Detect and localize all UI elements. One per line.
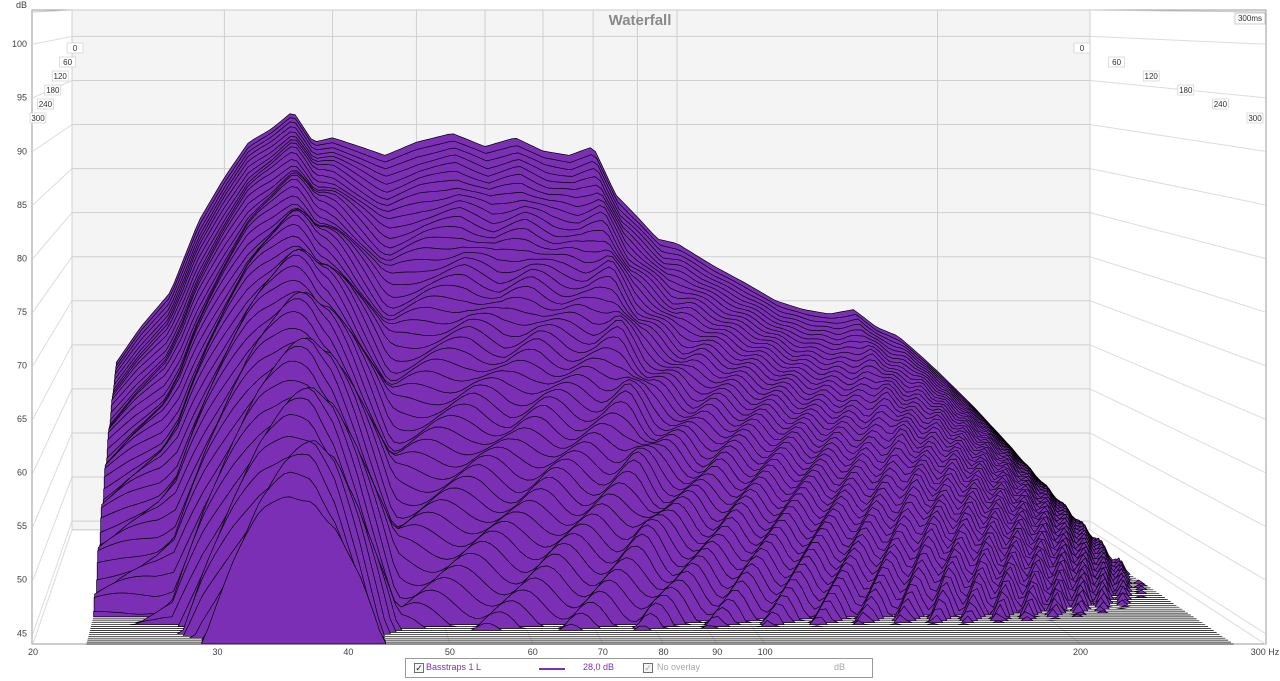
x-tick-label: 100: [758, 647, 773, 657]
x-tick-label: 200: [1073, 647, 1088, 657]
grid-line-left-wall: [32, 476, 73, 580]
time-tick-label-right: 180: [1179, 86, 1193, 95]
time-tick-label-right-box: [1073, 42, 1091, 54]
grid-line-left-wall: [32, 212, 73, 259]
grid-line-left-wall: [32, 124, 73, 152]
time-tick-label-right: 0: [1080, 44, 1085, 53]
time-tick-label-left: 120: [54, 72, 68, 81]
grid-line-left-wall: [32, 344, 73, 420]
time-tick-label-right-box: [1246, 112, 1264, 124]
grid-line-floor: [1089, 529, 1266, 645]
overlay-checkbox[interactable]: ✓: [643, 663, 653, 673]
grid-line-right-wall: [1089, 344, 1266, 420]
x-tick-label: 50: [445, 647, 455, 657]
grid-line-right-wall: [1089, 79, 1266, 99]
grid-line-right-wall: [1089, 35, 1266, 45]
grid-line-floor: [32, 529, 73, 645]
time-tick-label-left-box: [37, 98, 54, 110]
time-tick-label-right-box: [1212, 98, 1229, 110]
time-tick-label-left: 0: [73, 44, 78, 53]
grid-line-left-wall: [32, 168, 73, 206]
time-tick-label-left-box: [59, 56, 76, 68]
time-tick-label-right: 240: [1214, 100, 1228, 109]
x-tick-label: 20: [28, 647, 38, 657]
y-tick-label: 95: [17, 93, 27, 103]
y-tick-label: 50: [17, 575, 27, 585]
time-tick-label-left-box: [51, 70, 69, 82]
legend-bar: ✓ Basstraps 1 L 28,0 dB ✓ No overlay dB: [405, 658, 873, 678]
time-tick-label-left: 300: [31, 114, 45, 123]
grid-line-right-wall: [1089, 432, 1266, 527]
time-tick-label-right: 60: [1112, 58, 1121, 67]
y-tick-label: 85: [17, 200, 27, 210]
y-tick-label: 70: [17, 360, 27, 370]
grid-line-right-wall: [1089, 520, 1266, 634]
grid-line-right-wall: [1089, 300, 1266, 366]
grid-line-left-wall: [32, 300, 73, 366]
y-axis-label: dB: [16, 0, 27, 10]
chart-title: Waterfall: [609, 12, 672, 29]
time-tick-label-right-box: [1177, 84, 1195, 96]
y-tick-label: 60: [17, 468, 27, 478]
grid-line-left-wall: [32, 256, 73, 313]
grid-line-right-wall: [1089, 476, 1266, 581]
time-tick-label-left: 240: [39, 100, 53, 109]
time-range-box: [1234, 12, 1266, 25]
grid-line-left-wall: [32, 388, 73, 473]
grid-line-right-wall: [1089, 168, 1266, 206]
time-tick-label-left-box: [44, 84, 62, 96]
time-tick-label-right-box: [1108, 56, 1125, 68]
series-swatch: [539, 668, 565, 670]
series-name: Basstraps 1 L: [426, 662, 482, 672]
overlay-label: No overlay: [657, 662, 701, 672]
time-range-label: 300ms: [1238, 14, 1262, 23]
grid-line-right-wall: [1089, 212, 1266, 259]
grid-line-right-wall: [1089, 256, 1266, 313]
time-tick-label-left: 180: [46, 86, 60, 95]
time-tick-label-right-box: [1142, 70, 1160, 82]
time-tick-label-right: 300: [1248, 114, 1262, 123]
x-tick-label: 30: [212, 647, 222, 657]
x-tick-label: 70: [598, 647, 608, 657]
grid-line-left-wall: [32, 432, 73, 527]
grid-line-right-wall: [1089, 388, 1266, 474]
time-tick-label-right: 120: [1145, 72, 1159, 81]
y-tick-label: 80: [17, 253, 27, 263]
x-tick-label: 90: [712, 647, 722, 657]
time-tick-label-left-box: [29, 112, 47, 124]
y-tick-label: 75: [17, 307, 27, 317]
grid-line-left-wall: [32, 35, 73, 45]
time-tick-label-left-box: [66, 42, 84, 54]
x-tick-label: 40: [343, 647, 353, 657]
left-top-depth-line: [32, 9, 73, 13]
x-tick-label: 300 Hz: [1251, 647, 1280, 657]
x-tick-label: 80: [659, 647, 669, 657]
y-tick-label: 100: [12, 39, 27, 49]
series-smoothing-value: 28,0 dB: [583, 662, 615, 672]
x-tick-label: 60: [528, 647, 538, 657]
right-top-depth-line: [1089, 9, 1266, 13]
overlay-unit: dB: [834, 662, 846, 672]
grid-line-right-wall: [1089, 124, 1266, 152]
waterfall-slice: [86, 496, 1234, 645]
y-tick-label: 55: [17, 521, 27, 531]
time-tick-label-left: 60: [63, 58, 72, 67]
series-checkbox[interactable]: ✓: [414, 663, 424, 673]
y-tick-label: 65: [17, 414, 27, 424]
y-tick-label: 90: [17, 146, 27, 156]
y-tick-label: 45: [17, 628, 27, 638]
grid-line-left-wall: [32, 520, 73, 634]
